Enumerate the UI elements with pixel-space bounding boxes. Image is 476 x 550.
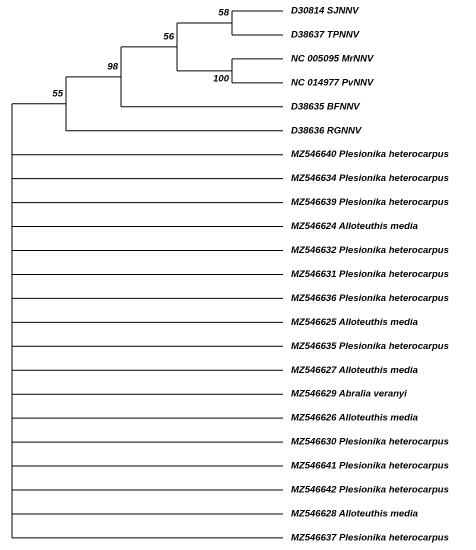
leaf-label: MZ546634 Plesionika heterocarpus — [291, 173, 449, 184]
bootstrap-value: 55 — [52, 88, 63, 99]
leaf-label: MZ546628 Alloteuthis media — [291, 508, 418, 519]
leaf-label: MZ546635 Plesionika heterocarpus — [291, 341, 449, 352]
leaf-label: MZ546625 Alloteuthis media — [291, 317, 418, 328]
leaf-label: MZ546636 Plesionika heterocarpus — [291, 293, 449, 304]
bootstrap-value: 98 — [107, 61, 118, 72]
leaf-label: D38637 TPNNV — [291, 29, 360, 40]
bootstrap-value: 56 — [163, 31, 174, 42]
leaf-label: D38635 BFNNV — [291, 101, 360, 112]
leaf-label: MZ546632 Plesionika heterocarpus — [291, 245, 449, 256]
leaf-label: D30814 SJNNV — [291, 6, 359, 17]
leaf-label: D38636 RGNNV — [291, 125, 362, 136]
bootstrap-value: 100 — [213, 73, 230, 84]
leaf-label: MZ546639 Plesionika heterocarpus — [291, 197, 449, 208]
leaf-label: MZ546624 Alloteuthis media — [291, 221, 418, 232]
leaf-label: MZ546637 Plesionika heterocarpus — [291, 532, 449, 543]
leaf-label: NC 005095 MrNNV — [291, 53, 374, 64]
bootstrap-value: 58 — [218, 7, 229, 18]
leaf-label: NC 014977 PvNNV — [291, 77, 374, 88]
leaf-label: MZ546640 Plesionika heterocarpus — [291, 149, 449, 160]
leaf-label: MZ546626 Alloteuthis media — [291, 413, 418, 424]
leaf-label: MZ546631 Plesionika heterocarpus — [291, 269, 449, 280]
leaf-label: MZ546642 Plesionika heterocarpus — [291, 485, 449, 496]
leaf-label: MZ546629 Abralia veranyi — [291, 389, 407, 400]
leaf-label: MZ546630 Plesionika heterocarpus — [291, 437, 449, 448]
leaf-label: MZ546641 Plesionika heterocarpus — [291, 461, 449, 472]
leaf-label: MZ546627 Alloteuthis media — [291, 365, 418, 376]
